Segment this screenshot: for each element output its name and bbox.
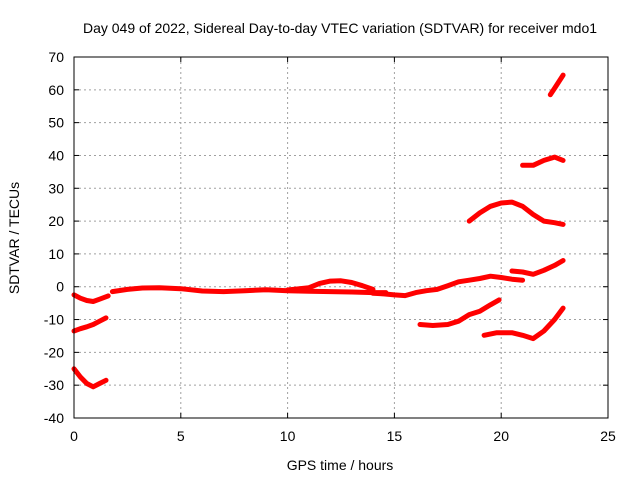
series-line-s4 bbox=[109, 285, 389, 296]
y-tick-label: 40 bbox=[48, 147, 64, 163]
y-tick-label: 0 bbox=[56, 279, 64, 295]
tick-labels: 0 5 10 15 20 25 -40 -30 -20 -10 0 10 20 30 40 50 60 70 bbox=[44, 49, 616, 444]
plot-area bbox=[71, 72, 566, 390]
series-line-s9 bbox=[417, 297, 502, 328]
y-tick-label: -10 bbox=[44, 312, 64, 328]
y-tick-label: -20 bbox=[44, 344, 64, 360]
y-tick-label: -40 bbox=[44, 410, 64, 426]
series-line-s5 bbox=[285, 278, 376, 293]
y-tick-label: 70 bbox=[48, 49, 64, 65]
series-line-s1 bbox=[71, 315, 109, 334]
chart-title: Day 049 of 2022, Sidereal Day-to-day VTE… bbox=[83, 20, 597, 36]
series-line-s10 bbox=[481, 305, 566, 342]
x-tick-label: 15 bbox=[387, 428, 403, 444]
series-line-s12 bbox=[547, 72, 566, 98]
y-tick-label: -30 bbox=[44, 377, 64, 393]
x-tick-label: 0 bbox=[70, 428, 78, 444]
series-line-s6 bbox=[370, 273, 526, 299]
y-tick-label: 10 bbox=[48, 246, 64, 262]
series-line-s7 bbox=[466, 199, 566, 227]
plot-frame bbox=[73, 56, 609, 419]
x-tick-label: 5 bbox=[177, 428, 185, 444]
x-tick-label: 25 bbox=[600, 428, 616, 444]
y-axis-title: SDTVAR / TECUs bbox=[6, 182, 22, 294]
x-tick-label: 20 bbox=[493, 428, 509, 444]
series-line-s8 bbox=[509, 258, 566, 277]
series-line-s3 bbox=[71, 366, 109, 390]
x-axis-title: GPS time / hours bbox=[287, 457, 394, 473]
y-tick-label: 60 bbox=[48, 82, 64, 98]
series-line-s2 bbox=[71, 292, 111, 304]
y-tick-label: 30 bbox=[48, 180, 64, 196]
grid bbox=[74, 57, 608, 418]
y-tick-label: 50 bbox=[48, 115, 64, 131]
series-line-s11 bbox=[520, 154, 566, 168]
x-tick-label: 10 bbox=[280, 428, 296, 444]
y-tick-label: 20 bbox=[48, 213, 64, 229]
